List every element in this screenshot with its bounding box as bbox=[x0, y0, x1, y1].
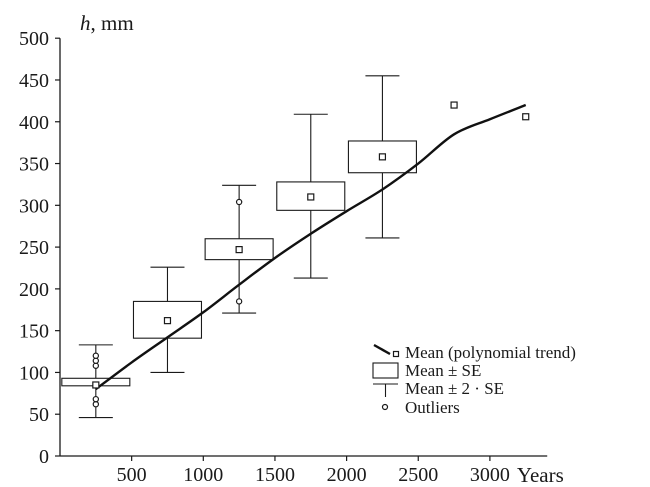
x-axis-ticks: 500 1000 1500 2000 2500 3000 bbox=[117, 456, 510, 486]
legend-se-box-icon bbox=[372, 362, 399, 379]
x-tick-label: 2000 bbox=[327, 464, 367, 486]
x-tick-label: 3000 bbox=[470, 464, 510, 486]
legend-label-outliers: Outliers bbox=[405, 398, 460, 417]
legend-mean-marker-icon bbox=[392, 350, 400, 358]
legend-label-trend: Mean (polynomial trend) bbox=[405, 343, 576, 362]
x-tick-label: 1500 bbox=[255, 464, 295, 486]
y-tick-label: 350 bbox=[19, 154, 49, 176]
legend-item-se: Mean ± SE bbox=[372, 361, 481, 380]
legend: Mean (polynomial trend) Mean ± SE Mean ±… bbox=[372, 343, 576, 417]
x-tick-label: 500 bbox=[117, 464, 147, 486]
legend-item-outliers: Outliers bbox=[381, 398, 460, 417]
x-axis-title: Years bbox=[517, 463, 564, 487]
trend-line bbox=[95, 103, 527, 391]
mean-marker bbox=[163, 317, 172, 325]
y-tick-label: 450 bbox=[19, 70, 49, 92]
y-axis-unit: , mm bbox=[91, 11, 134, 35]
outlier-marker bbox=[235, 198, 243, 206]
mean-marker bbox=[307, 193, 315, 201]
y-axis-variable: h bbox=[80, 11, 91, 35]
y-tick-label: 250 bbox=[19, 237, 49, 259]
legend-item-trend: Mean (polynomial trend) bbox=[373, 343, 576, 362]
markers bbox=[92, 101, 530, 408]
outlier-marker bbox=[92, 352, 100, 359]
mean-marker bbox=[450, 101, 458, 109]
y-tick-label: 300 bbox=[19, 195, 49, 217]
mean-marker bbox=[522, 113, 530, 121]
y-tick-label: 100 bbox=[19, 362, 49, 384]
se-box bbox=[276, 181, 346, 211]
legend-trend-swatch bbox=[373, 343, 391, 356]
y-tick-label: 150 bbox=[19, 321, 49, 343]
y-tick-label: 200 bbox=[19, 279, 49, 301]
legend-label-se: Mean ± SE bbox=[405, 361, 481, 380]
legend-item-2se: Mean ± 2 · SE bbox=[373, 379, 504, 398]
mean-marker bbox=[235, 246, 243, 254]
y-tick-label: 0 bbox=[39, 446, 49, 468]
x-tick-label: 2500 bbox=[398, 464, 438, 486]
y-tick-label: 500 bbox=[19, 28, 49, 50]
mean-marker bbox=[378, 153, 387, 161]
x-tick-label: 1000 bbox=[183, 464, 223, 486]
mean-marker bbox=[92, 381, 100, 389]
y-tick-label: 400 bbox=[19, 112, 49, 134]
y-axis-title: h, mm bbox=[80, 11, 134, 35]
se-box bbox=[347, 140, 417, 174]
trend-layer bbox=[95, 103, 527, 391]
outlier-marker bbox=[235, 298, 243, 305]
outlier-marker bbox=[92, 395, 100, 403]
se-boxes bbox=[61, 75, 417, 419]
legend-label-2se: Mean ± 2 · SE bbox=[405, 379, 504, 398]
se-box bbox=[204, 238, 274, 261]
y-tick-label: 50 bbox=[29, 404, 49, 426]
y-axis-ticks: 0 50 100 150 200 250 300 350 400 450 500 bbox=[19, 28, 60, 468]
legend-outlier-icon bbox=[381, 403, 389, 411]
